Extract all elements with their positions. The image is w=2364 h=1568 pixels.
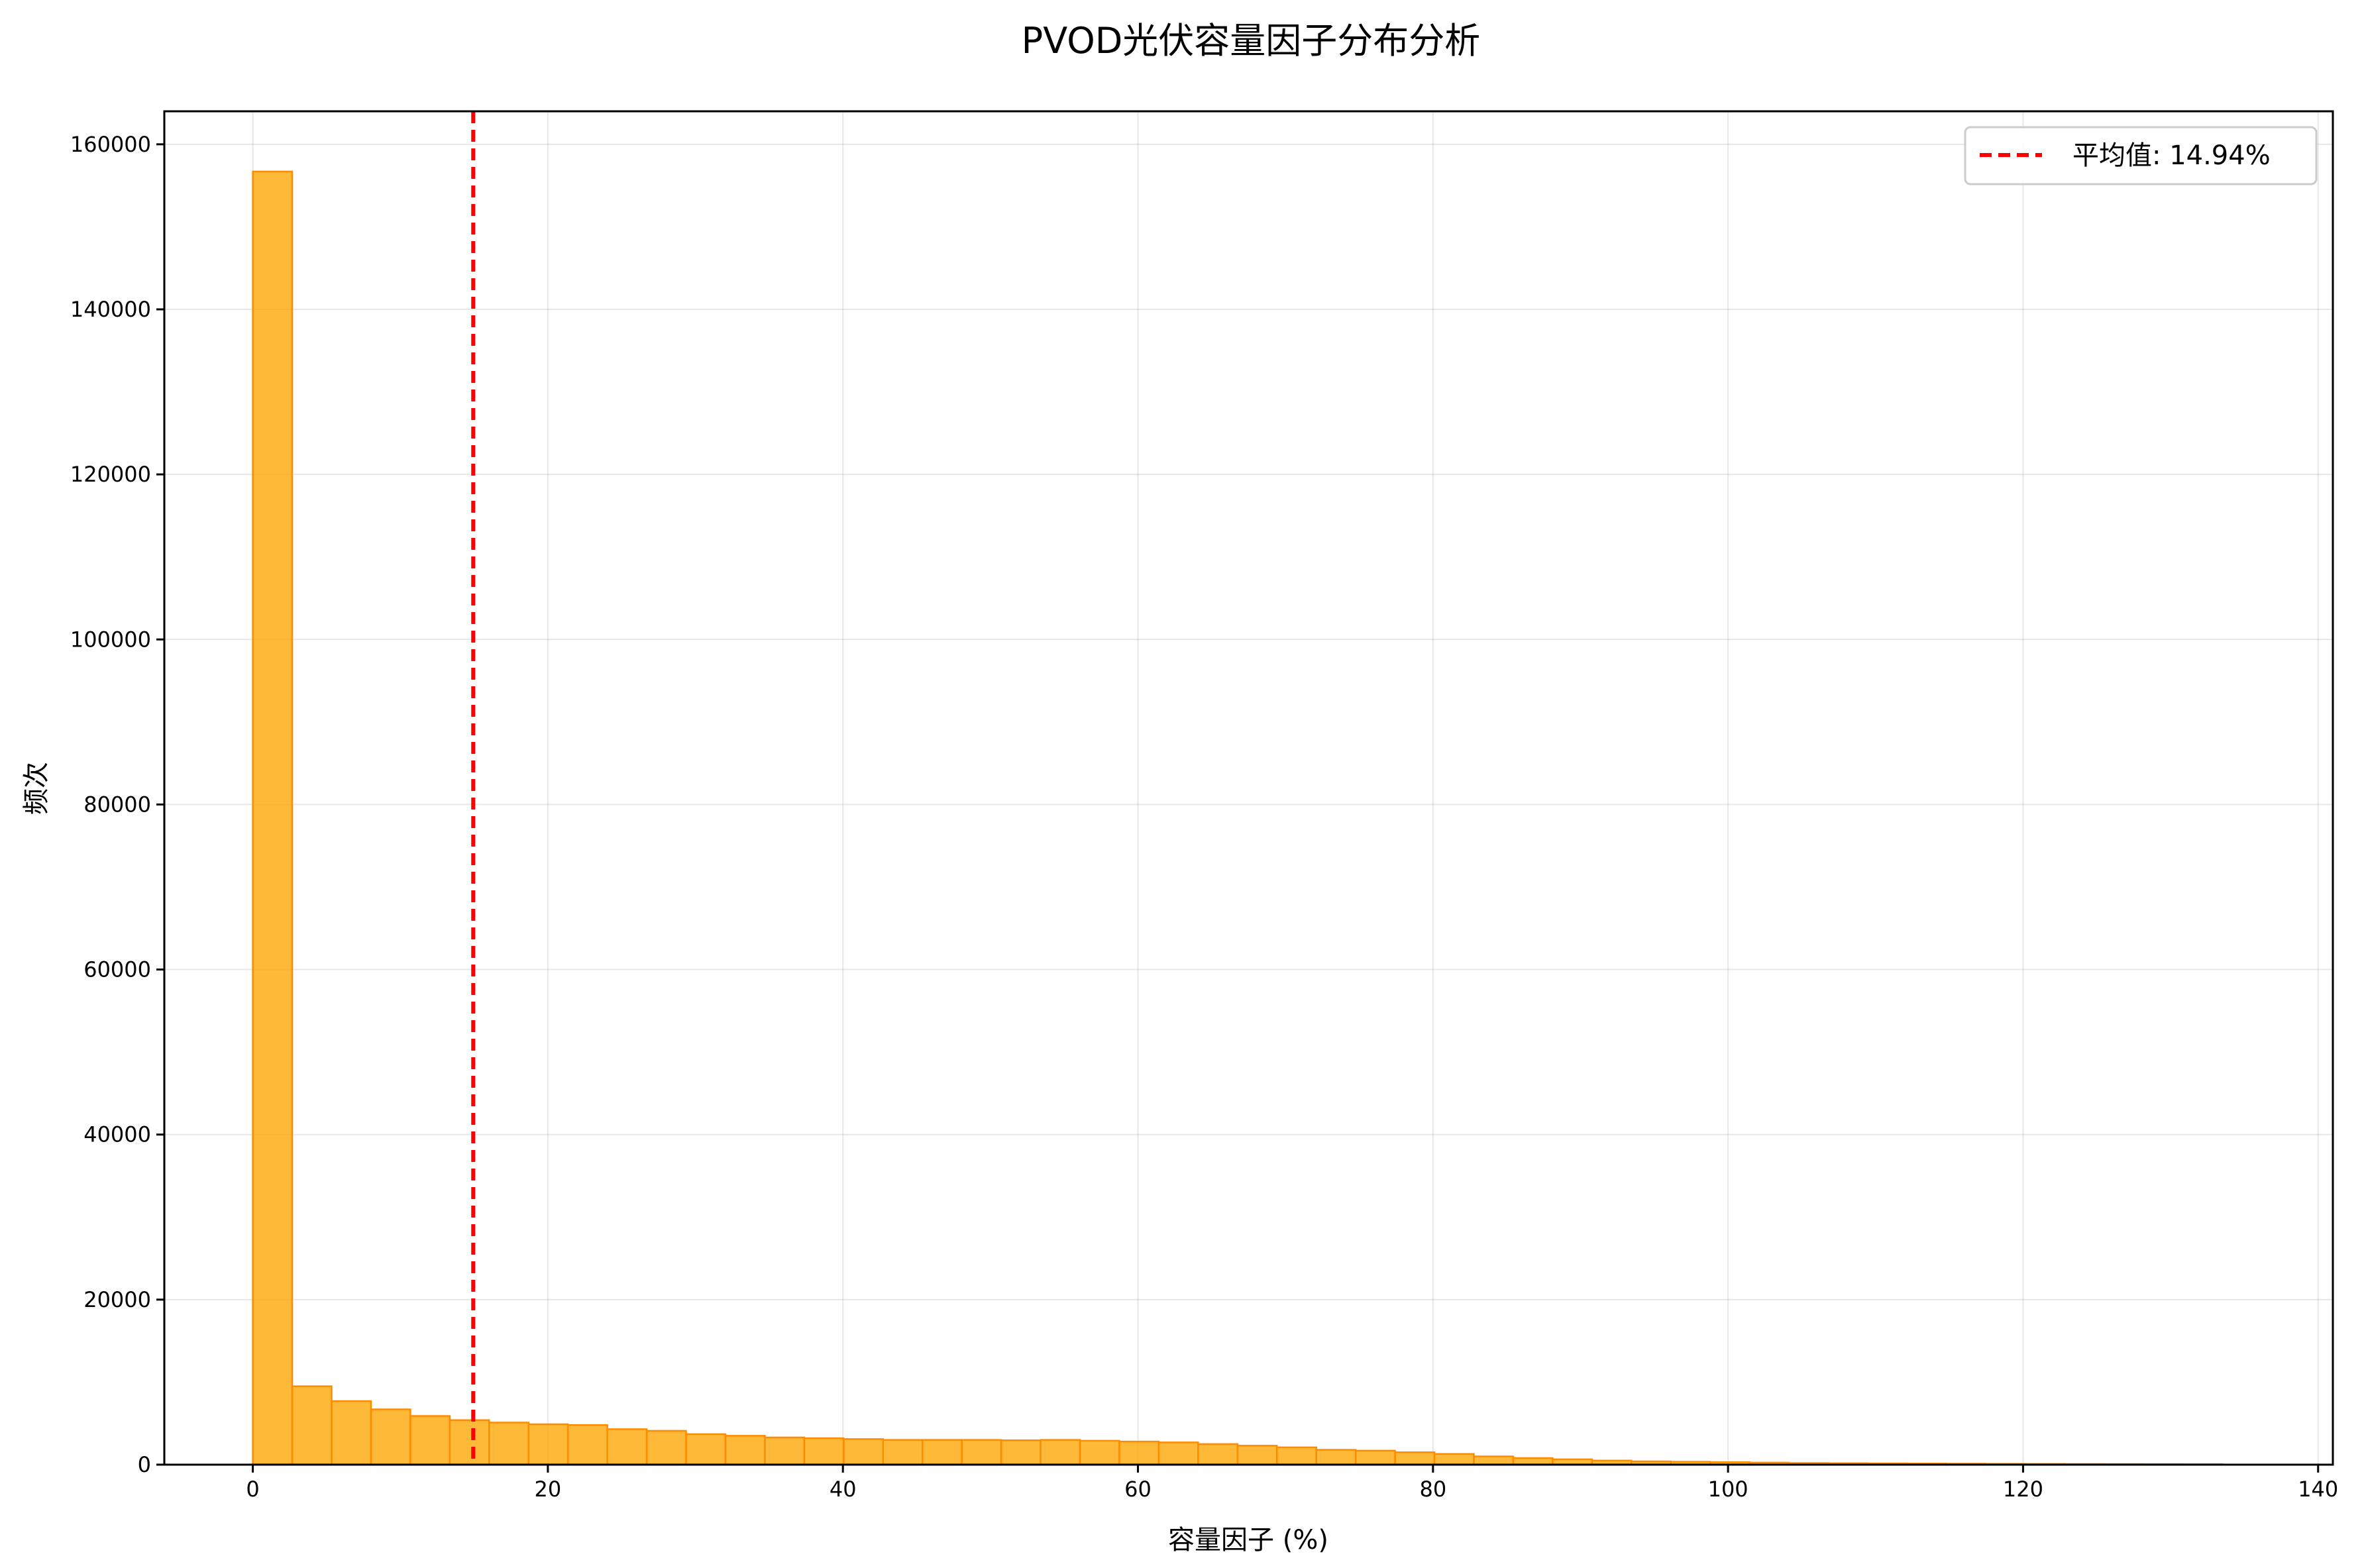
- histogram-bar: [331, 1400, 372, 1466]
- y-tick-label: 0: [138, 1452, 151, 1477]
- histogram-bar: [1315, 1449, 1357, 1466]
- histogram-bar: [252, 170, 294, 1466]
- y-axis-ticks: 0 20000 40000 60000 80000 100000 120000 140000 1…: [70, 132, 164, 1477]
- histogram-bar: [370, 1408, 411, 1466]
- y-tick-label: 100000: [70, 627, 151, 652]
- y-axis-label: 频次: [21, 762, 52, 815]
- legend-mean-label: 平均值: 14.94%: [2072, 140, 2271, 171]
- legend: 平均值: 14.94%: [1964, 126, 2318, 185]
- y-tick-label: 60000: [83, 957, 151, 982]
- histogram-bar: [1473, 1455, 1515, 1466]
- histogram-bar: [1000, 1439, 1042, 1466]
- y-tick-label: 160000: [70, 132, 151, 157]
- histogram-bar: [764, 1436, 806, 1466]
- histogram-bar: [606, 1428, 648, 1466]
- histogram-bar: [409, 1415, 451, 1466]
- y-tick-label: 120000: [70, 462, 151, 487]
- histogram-bar: [488, 1422, 529, 1466]
- histogram-bar: [1197, 1443, 1239, 1466]
- y-tick-label: 40000: [83, 1122, 151, 1147]
- histogram-bar: [1433, 1453, 1475, 1466]
- histogram-bar: [645, 1430, 687, 1466]
- histogram-bar: [961, 1439, 1002, 1466]
- legend-box: [1964, 126, 2318, 185]
- histogram-bar: [724, 1435, 766, 1466]
- histogram-bar: [1079, 1439, 1120, 1466]
- histogram-bar: [803, 1437, 845, 1466]
- histogram-bar: [527, 1423, 569, 1466]
- chart-title: PVOD光伏容量因子分布分析: [1022, 20, 1481, 62]
- histogram-bar: [843, 1438, 885, 1466]
- histogram-bar: [1236, 1445, 1278, 1466]
- histogram-bar: [1275, 1446, 1317, 1466]
- histogram-bar: [882, 1439, 924, 1466]
- y-tick-label: 80000: [83, 792, 151, 817]
- histogram-bar: [1040, 1439, 1081, 1466]
- x-tick-label: 100: [1708, 1477, 1748, 1502]
- x-tick-label: 0: [246, 1477, 259, 1502]
- histogram-bar: [449, 1419, 490, 1466]
- x-tick-label: 140: [2298, 1477, 2338, 1502]
- x-tick-label: 20: [535, 1477, 562, 1502]
- x-tick-label: 40: [830, 1477, 857, 1502]
- grid-lines: [164, 111, 2333, 1465]
- histogram-bar: [566, 1424, 608, 1466]
- histogram-bar: [921, 1439, 963, 1466]
- y-tick-label: 140000: [70, 297, 151, 322]
- histogram-bar: [685, 1433, 727, 1466]
- x-axis-ticks: 0 20 40 60 80 100 120 140: [246, 1465, 2338, 1502]
- histogram-bar: [1118, 1440, 1160, 1466]
- plot-area-frame: [163, 110, 2334, 1466]
- y-tick-label: 20000: [83, 1287, 151, 1312]
- x-tick-label: 120: [2003, 1477, 2043, 1502]
- histogram-bar: [1157, 1441, 1199, 1466]
- x-tick-label: 60: [1124, 1477, 1152, 1502]
- histogram-bar: [291, 1385, 333, 1466]
- histogram-bar: [1354, 1449, 1396, 1466]
- x-tick-label: 80: [1419, 1477, 1446, 1502]
- x-axis-label: 容量因子 (%): [1168, 1525, 1328, 1555]
- histogram-bar: [1394, 1451, 1436, 1466]
